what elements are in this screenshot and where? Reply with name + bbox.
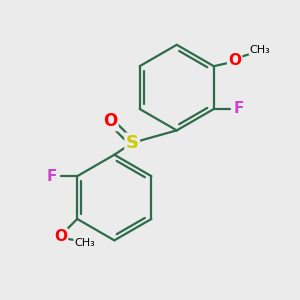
Text: F: F — [47, 169, 58, 184]
Text: CH₃: CH₃ — [74, 238, 95, 248]
Text: F: F — [234, 101, 244, 116]
Text: O: O — [54, 229, 67, 244]
Text: CH₃: CH₃ — [249, 44, 270, 55]
Text: S: S — [126, 134, 139, 152]
Text: O: O — [103, 112, 117, 130]
Text: O: O — [228, 53, 241, 68]
